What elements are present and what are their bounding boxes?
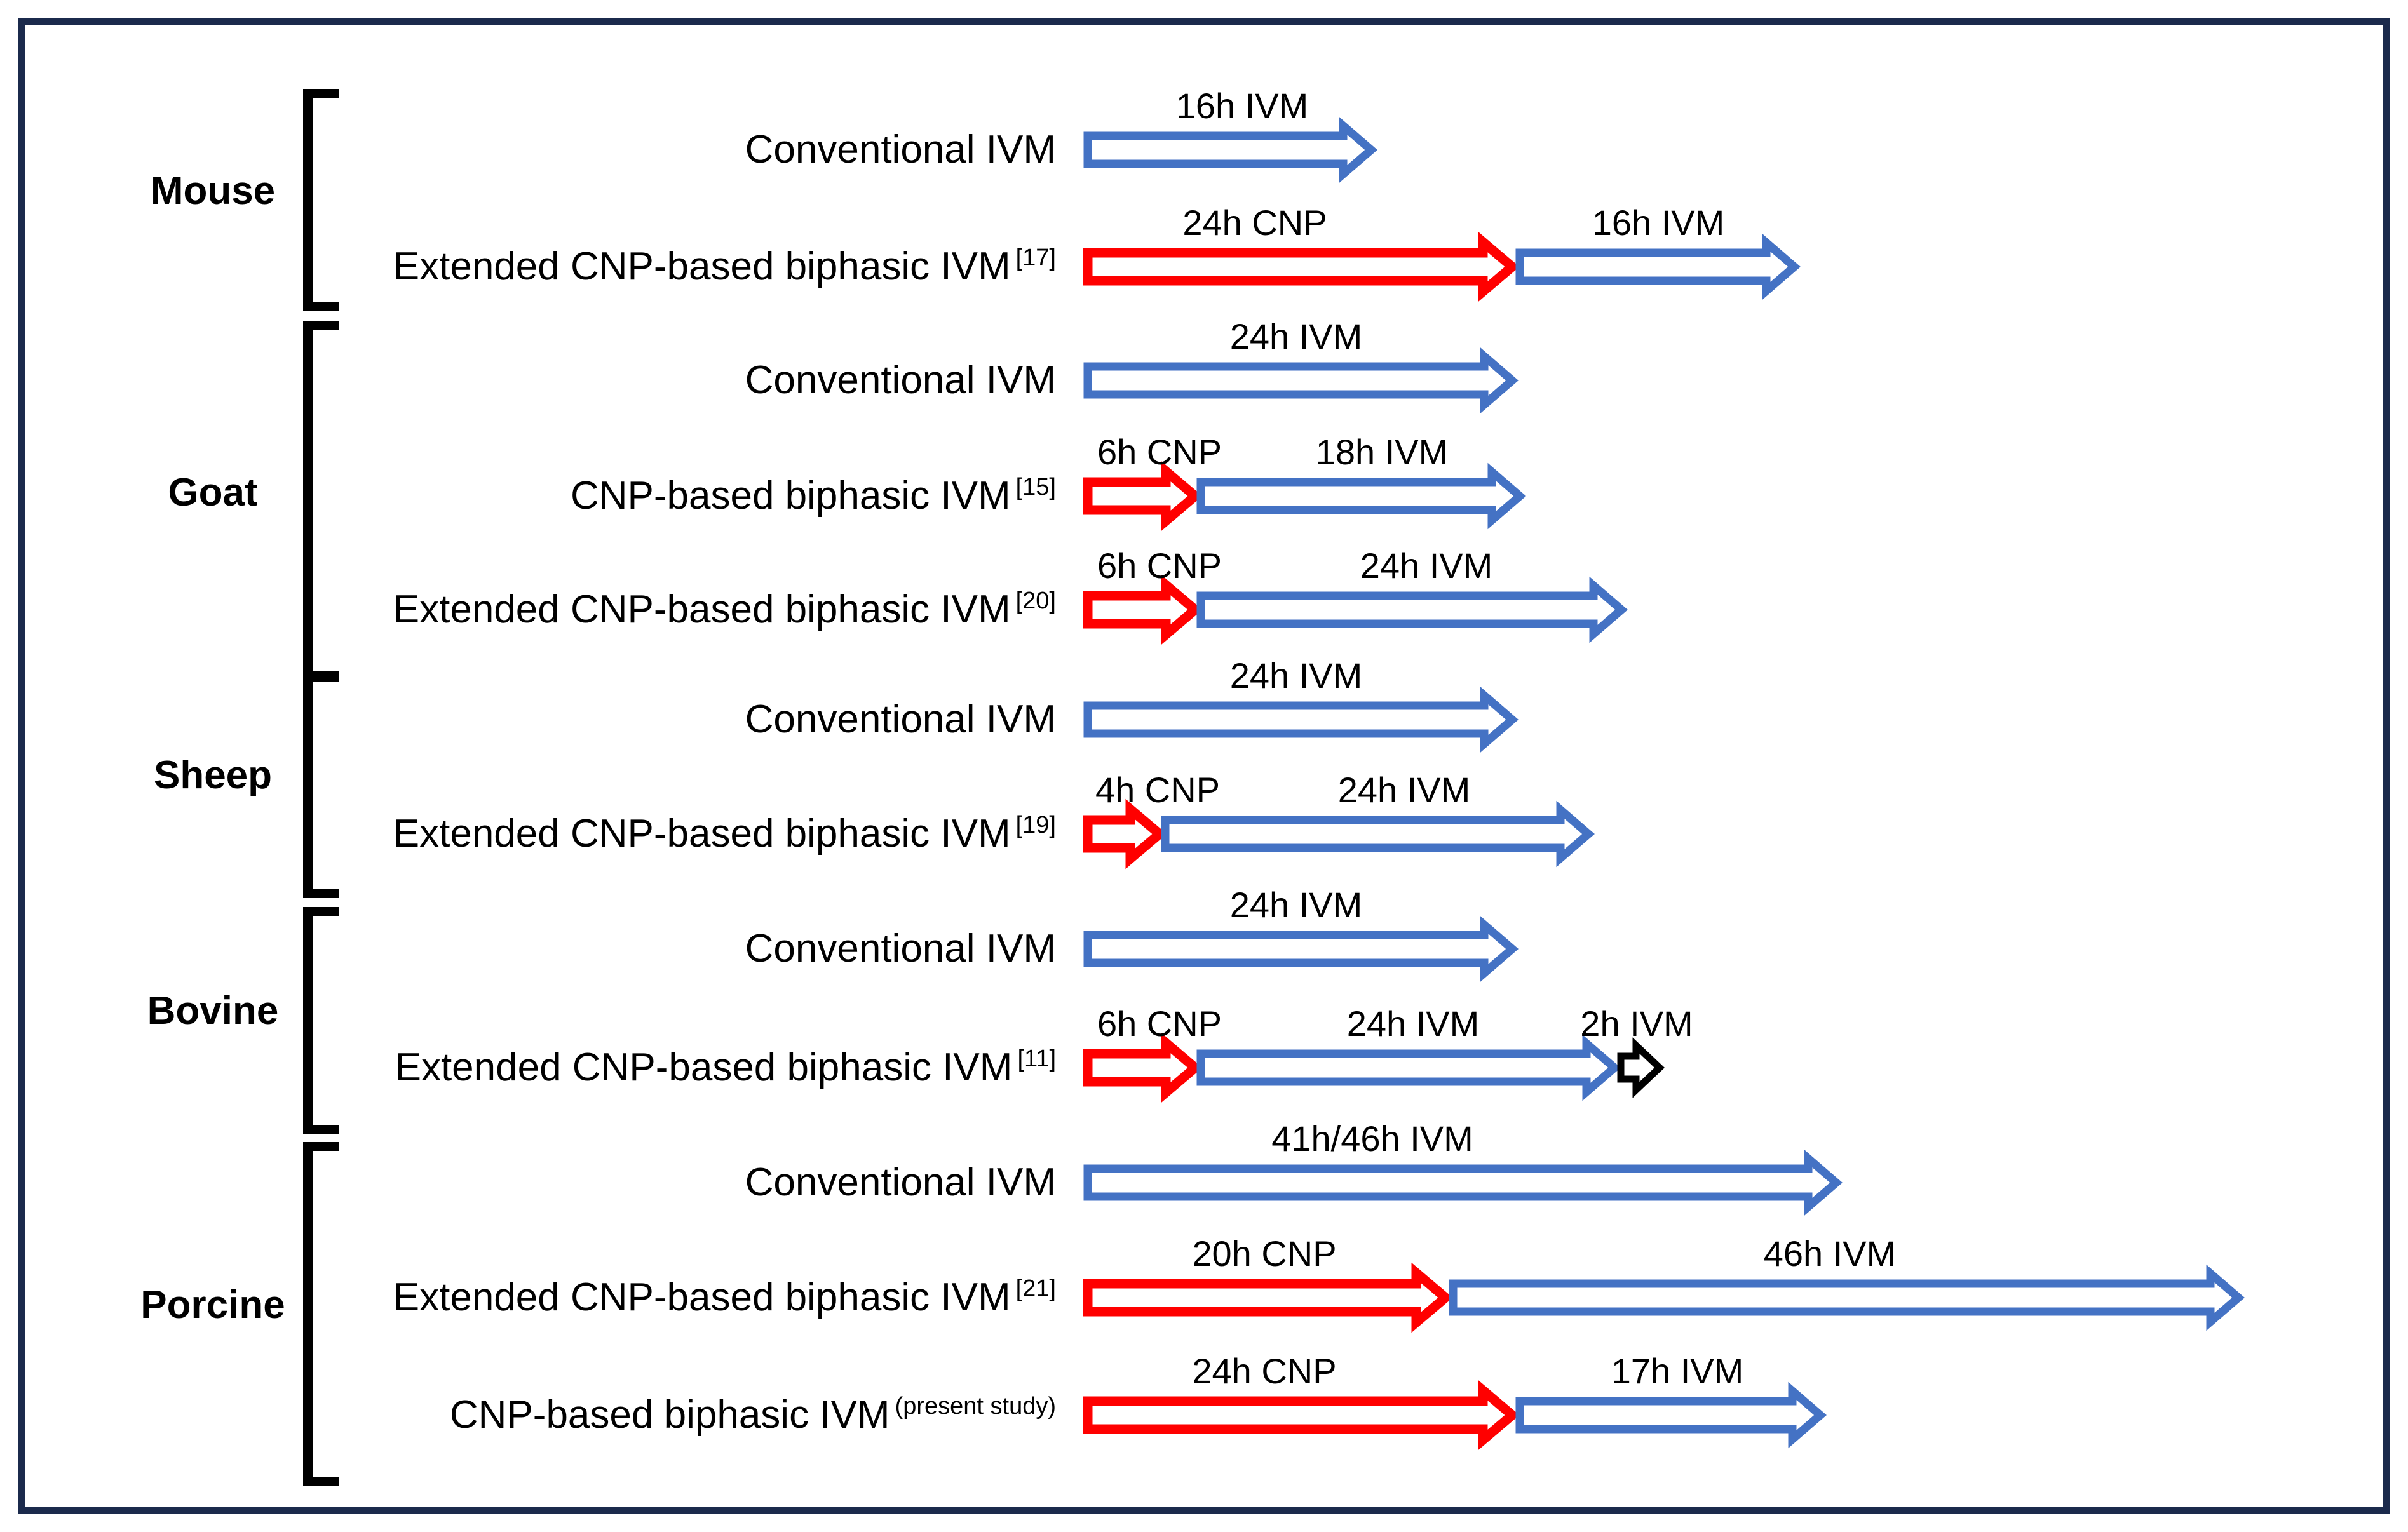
protocol-label: CNP-based biphasic IVM [15] [330, 469, 1056, 523]
protocol-label: Conventional IVM [330, 123, 1056, 177]
ivm-arrow [1515, 1381, 1827, 1449]
duration-label: 24h CNP [1182, 203, 1327, 243]
protocol-label-text: Extended CNP-based biphasic IVM [393, 812, 1011, 856]
protocol-label-text: Extended CNP-based biphasic IVM [393, 1275, 1011, 1319]
species-label-porcine: Porcine [140, 1283, 285, 1327]
duration-label: 24h IVM [1360, 546, 1493, 586]
extra-ivm-arrow [1617, 1037, 1665, 1098]
protocol-label-text: Conventional IVM [745, 697, 1056, 741]
duration-label: 24h IVM [1229, 316, 1363, 356]
cnp-arrow [1083, 460, 1203, 532]
protocol-label-text: Extended CNP-based biphasic IVM [393, 245, 1011, 288]
protocol-label: Conventional IVM [330, 354, 1056, 407]
ivm-arrow [1083, 1149, 1843, 1216]
duration-label: 6h CNP [1097, 1004, 1222, 1044]
protocol-label: Conventional IVM [330, 922, 1056, 976]
duration-label: 24h CNP [1192, 1351, 1337, 1391]
protocol-label: CNP-based biphasic IVM (present study) [330, 1388, 1056, 1442]
duration-label: 24h IVM [1346, 1004, 1480, 1044]
cnp-arrow [1083, 798, 1167, 870]
species-label-sheep: Sheep [153, 753, 273, 797]
duration-label: 4h CNP [1095, 770, 1221, 810]
duration-label: 20h CNP [1192, 1233, 1337, 1273]
protocol-label-text: Extended CNP-based biphasic IVM [395, 1045, 1013, 1089]
duration-label: 16h IVM [1592, 203, 1725, 243]
duration-label: 24h IVM [1229, 885, 1363, 925]
ivm-arrow [1161, 800, 1595, 868]
duration-label: 41h/46h IVM [1271, 1119, 1473, 1159]
protocol-reference: (present study) [895, 1393, 1056, 1420]
protocol-label: Conventional IVM [330, 1156, 1056, 1209]
protocol-label-text: CNP-based biphasic IVM [449, 1393, 890, 1437]
protocol-label-text: Conventional IVM [745, 128, 1056, 171]
protocol-label: Extended CNP-based biphasic IVM [20] [330, 583, 1056, 636]
protocol-reference: [21] [1015, 1275, 1056, 1302]
protocol-reference: [15] [1015, 474, 1056, 501]
protocol-label-text: Conventional IVM [745, 927, 1056, 971]
ivm-arrow [1083, 347, 1519, 414]
protocol-label-text: CNP-based biphasic IVM [570, 474, 1011, 518]
duration-label: 2h IVM [1580, 1004, 1693, 1044]
cnp-arrow [1083, 1380, 1520, 1451]
species-label-goat: Goat [168, 471, 258, 514]
protocol-label: Extended CNP-based biphasic IVM [19] [330, 807, 1056, 861]
species-bracket-porcine [303, 1142, 339, 1486]
protocol-label-text: Extended CNP-based biphasic IVM [393, 588, 1011, 631]
species-bracket-bovine [303, 907, 339, 1134]
ivm-arrow [1449, 1264, 2245, 1331]
ivm-arrow [1515, 233, 1801, 300]
protocol-label: Conventional IVM [330, 693, 1056, 746]
ivm-arrow [1083, 116, 1377, 184]
duration-label: 24h IVM [1229, 655, 1363, 695]
protocol-reference: [11] [1017, 1045, 1056, 1072]
protocol-label-text: Conventional IVM [745, 1160, 1056, 1204]
protocol-label: Extended CNP-based biphasic IVM [11] [330, 1041, 1056, 1094]
ivm-arrow [1196, 576, 1628, 643]
figure-border [18, 18, 2390, 1514]
cnp-arrow [1083, 231, 1520, 302]
species-label-mouse: Mouse [150, 169, 276, 213]
protocol-reference: [20] [1015, 588, 1056, 614]
protocol-label-text: Conventional IVM [745, 358, 1056, 402]
ivm-arrow [1196, 1034, 1621, 1101]
duration-label: 6h CNP [1097, 546, 1222, 586]
protocol-reference: [17] [1015, 245, 1056, 271]
protocol-label: Extended CNP-based biphasic IVM [17] [330, 240, 1056, 293]
species-label-bovine: Bovine [147, 989, 279, 1033]
cnp-arrow [1083, 574, 1203, 645]
duration-label: 16h IVM [1175, 86, 1309, 126]
cnp-arrow [1083, 1032, 1203, 1103]
cnp-arrow [1083, 1262, 1453, 1333]
duration-label: 24h IVM [1337, 770, 1471, 810]
species-bracket-mouse [303, 89, 339, 311]
duration-label: 17h IVM [1611, 1351, 1744, 1391]
ivm-arrow [1083, 686, 1519, 753]
duration-label: 6h CNP [1097, 432, 1222, 472]
protocol-label: Extended CNP-based biphasic IVM [21] [330, 1271, 1056, 1324]
protocol-reference: [19] [1015, 812, 1056, 838]
duration-label: 18h IVM [1315, 432, 1449, 472]
ivm-arrow [1083, 915, 1519, 983]
species-bracket-sheep [303, 671, 339, 898]
duration-label: 46h IVM [1763, 1233, 1897, 1273]
ivm-arrow [1196, 462, 1526, 530]
